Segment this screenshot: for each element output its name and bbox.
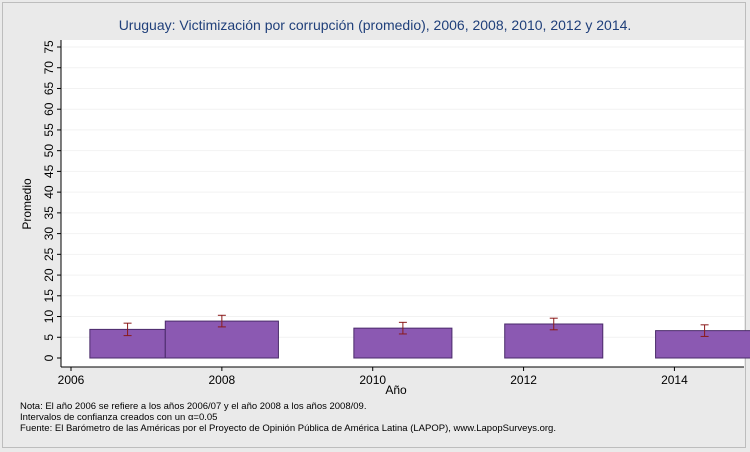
- plot-area: [61, 40, 744, 367]
- grid-lines: [62, 46, 744, 338]
- chart-frame: [2, 2, 746, 448]
- y-tick-label: 15: [42, 289, 56, 303]
- error-bars: [123, 314, 709, 337]
- y-tick-label: 30: [42, 227, 56, 241]
- y-tick-label: 35: [42, 206, 56, 220]
- axes: [57, 40, 744, 371]
- x-tick-labels: 2006 2008 2010 2012 2014: [58, 373, 688, 387]
- y-axis-label: Promedio: [20, 178, 34, 230]
- y-tick-label: 55: [42, 123, 56, 137]
- y-tick-label: 45: [42, 164, 56, 178]
- y-tick-label: 40: [42, 185, 56, 199]
- y-tick-label: 65: [42, 81, 56, 95]
- y-tick-label: 10: [42, 310, 56, 324]
- note-year: Nota: El año 2006 se refiere a los años …: [20, 401, 367, 412]
- x-axis-label: Año: [385, 383, 407, 397]
- y-tick-label: 60: [42, 102, 56, 116]
- x-tick-label: 2008: [209, 373, 236, 387]
- bar: [655, 330, 750, 359]
- y-tick-label: 70: [42, 61, 56, 75]
- y-tick-label: 50: [42, 144, 56, 158]
- chart-title: Uruguay: Victimización por corrupción (p…: [119, 17, 632, 33]
- y-tick-label: 5: [42, 334, 56, 341]
- x-tick-label: 2014: [661, 373, 688, 387]
- y-tick-label: 20: [42, 268, 56, 282]
- x-tick-label: 2006: [58, 373, 85, 387]
- x-tick-label: 2012: [510, 373, 537, 387]
- y-tick-label: 0: [42, 354, 56, 361]
- y-tick-label: 25: [42, 247, 56, 261]
- note-confidence: Intervalos de confianza creados con un α…: [20, 412, 218, 423]
- x-tick-label: 2010: [359, 373, 386, 387]
- chart-notes: Nota: El año 2006 se refiere a los años …: [20, 401, 556, 434]
- y-tick-label: 75: [42, 40, 56, 54]
- note-source: Fuente: El Barómetro de las Américas por…: [20, 423, 556, 434]
- y-tick-labels: 0 5 10 15 20 25 30 35 40 45 50 55 60 65 70 75: [42, 40, 56, 361]
